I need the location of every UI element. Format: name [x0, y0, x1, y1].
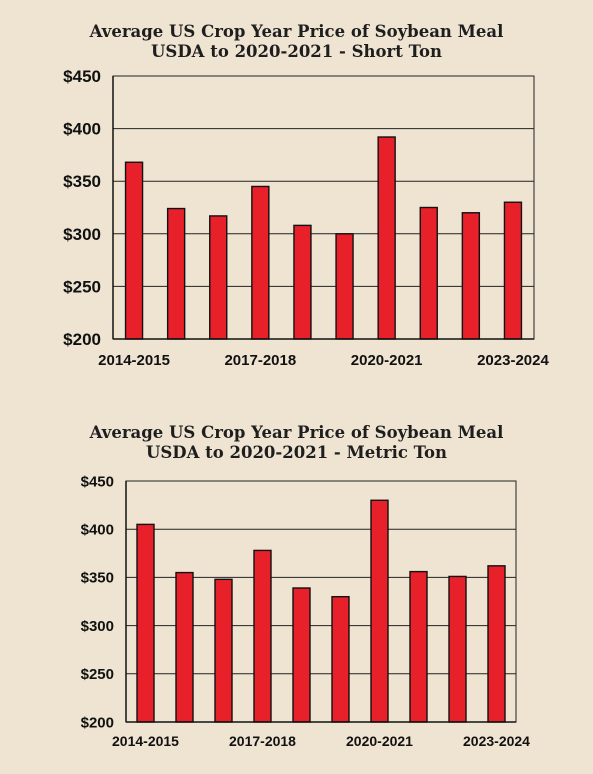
chart-subtitle-line: USDA to 2020-2021 - Metric Ton: [145, 443, 448, 462]
bar: [461, 212, 481, 340]
bar: [377, 136, 396, 340]
bar: [370, 499, 389, 723]
y-tick-label: $250: [63, 277, 101, 296]
metric-ton-chart: Average US Crop Year Price of Soybean Me…: [0, 400, 593, 774]
y-tick-label: $350: [63, 172, 101, 191]
bar: [175, 571, 194, 723]
chart-title: Average US Crop Year Price of Soybean Me…: [0, 22, 593, 62]
chart-title: Average US Crop Year Price of Soybean Me…: [0, 423, 593, 463]
bar: [292, 587, 311, 723]
x-tick-label: 2014-2015: [98, 352, 170, 369]
bar: [487, 565, 506, 723]
x-tick-label: 2023-2024: [477, 352, 549, 369]
bar: [251, 185, 270, 340]
x-tick-label: 2014-2015: [112, 733, 179, 749]
y-tick-label: $450: [81, 473, 114, 490]
bar: [448, 575, 467, 723]
bar: [293, 224, 312, 340]
short-ton-bar-chart-svg: $200 $250 $300 $350 $400 $450 2014-2015 2017-20…: [63, 67, 549, 369]
bar: [124, 161, 144, 340]
y-tick-label: $350: [81, 570, 114, 587]
chart-title-line: Average US Crop Year Price of Soybean Me…: [89, 423, 504, 442]
bar: [409, 570, 428, 723]
x-tick-label: 2023-2024: [463, 733, 530, 749]
bar: [335, 233, 354, 340]
y-tick-label: $250: [81, 666, 114, 683]
chart-subtitle-line: USDA to 2020-2021 - Short Ton: [151, 42, 442, 61]
bar: [214, 578, 233, 723]
bar: [331, 595, 350, 723]
y-tick-label: $300: [63, 225, 101, 244]
bar: [253, 549, 272, 723]
bar: [419, 206, 438, 340]
x-tick-label: 2017-2018: [229, 733, 296, 749]
x-tick-label: 2020-2021: [346, 733, 413, 749]
short-ton-chart: Average US Crop Year Price of Soybean Me…: [0, 0, 593, 385]
y-tick-label: $300: [81, 618, 114, 635]
y-tick-label: $450: [63, 67, 101, 86]
y-tick-label: $200: [63, 330, 101, 349]
chart-title-line: Average US Crop Year Price of Soybean Me…: [89, 22, 504, 41]
bar: [503, 201, 523, 340]
y-tick-label: $200: [81, 714, 114, 731]
x-tick-label: 2020-2021: [351, 352, 423, 369]
bar: [209, 215, 228, 340]
x-tick-label: 2017-2018: [224, 352, 296, 369]
bar: [166, 207, 186, 340]
bar: [136, 523, 155, 723]
y-tick-label: $400: [63, 120, 101, 139]
metric-ton-bar-chart-svg: $200 $250 $300 $350 $400 $450 2014-2015 2017-20…: [81, 473, 531, 749]
y-tick-label: $400: [81, 521, 114, 538]
